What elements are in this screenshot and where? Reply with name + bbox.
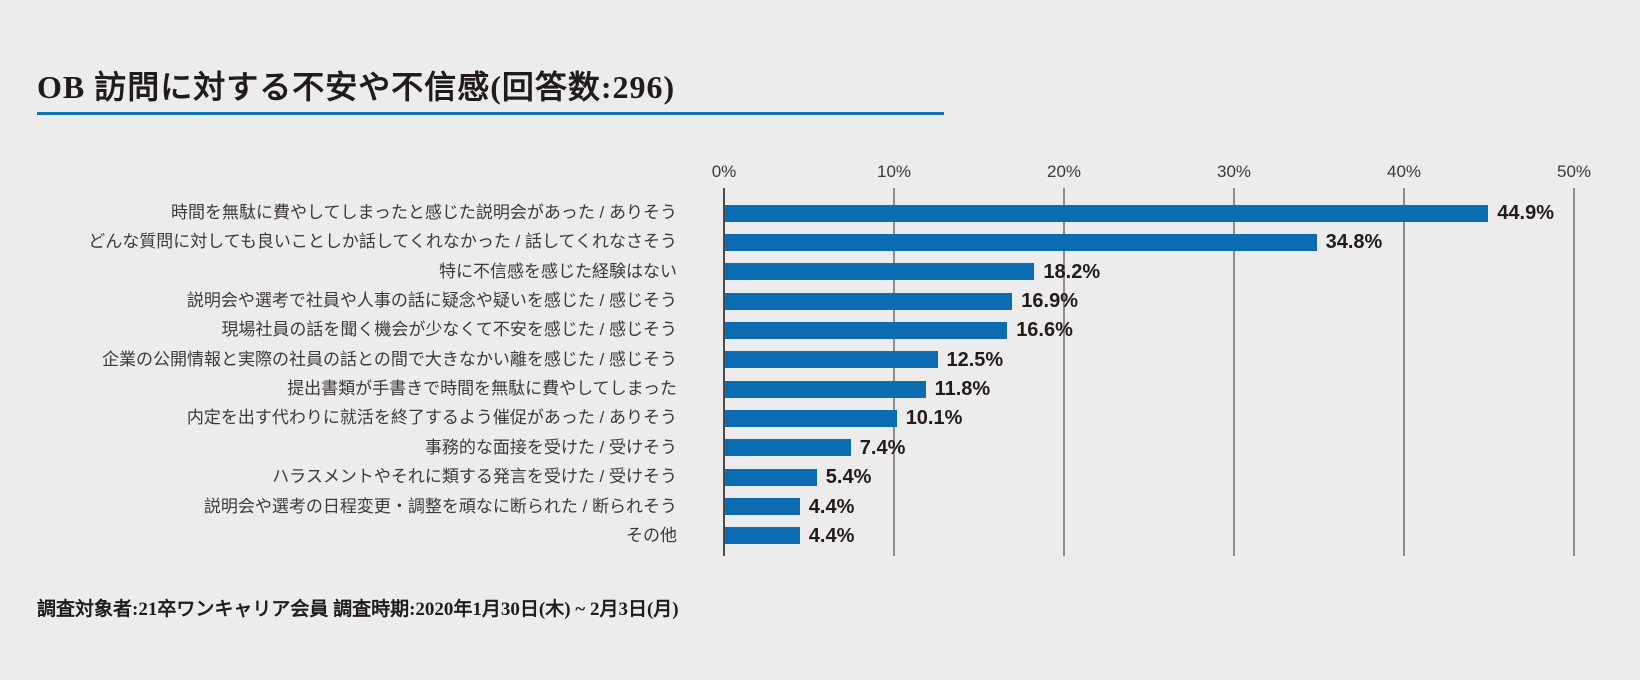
axis-tick-label: 50%	[1556, 162, 1592, 181]
bar	[725, 468, 817, 486]
axis-tick-label: 10%	[876, 162, 912, 181]
category-label: 企業の公開情報と実際の社員の話との間で大きなかい離を感じた / 感じそう	[102, 349, 677, 369]
value-label: 4.4%	[808, 524, 855, 547]
gridline-50%	[1573, 188, 1575, 556]
value-label: 16.6%	[1016, 319, 1073, 342]
bar	[725, 409, 897, 427]
value-label: 11.8%	[934, 378, 991, 401]
category-label: その他	[626, 525, 677, 545]
value-label: 10.1%	[905, 407, 963, 430]
axis-tick-label: 30%	[1216, 162, 1252, 181]
value-label: 7.4%	[859, 436, 906, 459]
gridline-30%	[1233, 188, 1235, 556]
bar	[725, 498, 800, 515]
category-label: 事務的な面接を受けた / 受けそう	[424, 437, 677, 457]
category-label: ハラスメントやそれに類する発言を受けた / 受けそう	[272, 467, 677, 487]
gridline-20%	[1063, 188, 1065, 556]
bar	[725, 439, 851, 457]
value-label: 12.5%	[946, 348, 1004, 371]
gridline-40%	[1403, 188, 1405, 556]
value-label: 16.9%	[1021, 290, 1079, 313]
title-underline	[37, 112, 944, 115]
bar	[725, 263, 1035, 281]
axis-tick-label: 20%	[1046, 162, 1082, 181]
page-title: OB 訪問に対する不安や不信感(回答数:296)	[37, 69, 676, 105]
bar	[725, 351, 938, 369]
value-label: 34.8%	[1325, 231, 1383, 254]
bar	[725, 204, 1489, 222]
bar	[725, 292, 1013, 310]
y-axis-line	[723, 188, 725, 556]
category-label: 特に不信感を感じた経験はない	[439, 261, 677, 281]
bar	[725, 233, 1317, 251]
bar	[725, 380, 926, 398]
category-label: どんな質問に対しても良いことしか話してくれなかった / 話してくれなさそう	[88, 232, 677, 252]
category-label: 現場社員の話を聞く機会が少なくて不安を感じた / 感じそう	[221, 320, 677, 340]
category-label: 提出書類が手書きで時間を無駄に費やしてしまった	[287, 379, 677, 399]
category-label: 説明会や選考の日程変更・調整を頑なに断られた / 断られそう	[203, 496, 677, 516]
bar	[725, 321, 1008, 339]
axis-tick-label: 0%	[711, 162, 737, 181]
value-label: 4.4%	[808, 495, 855, 518]
gridline-10%	[893, 188, 895, 556]
value-label: 5.4%	[825, 466, 872, 489]
value-label: 18.2%	[1043, 260, 1101, 283]
axis-tick-label: 40%	[1386, 162, 1422, 181]
survey-note: 調査対象者:21卒ワンキャリア会員 調査時期:2020年1月30日(木) ~ 2…	[37, 599, 679, 620]
category-label: 内定を出す代わりに就活を終了するよう催促があった / ありそう	[186, 408, 677, 428]
category-label: 時間を無駄に費やしてしまったと感じた説明会があった / ありそう	[171, 203, 677, 222]
bar	[725, 527, 800, 545]
category-label: 説明会や選考で社員や人事の話に疑念や疑いを感じた / 感じそう	[186, 291, 677, 311]
value-label: 44.9%	[1497, 202, 1555, 224]
